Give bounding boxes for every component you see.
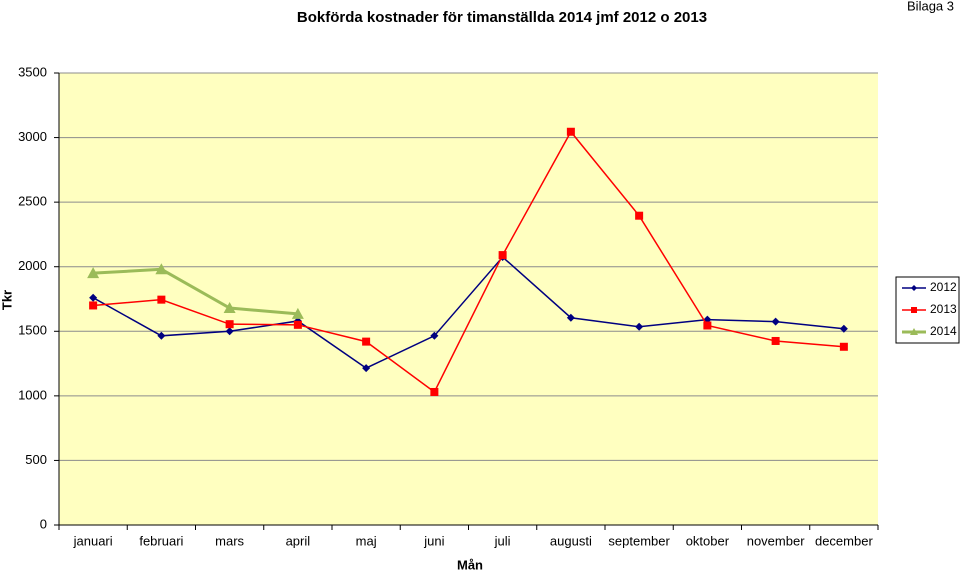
x-tick-label: januari [73,533,113,548]
legend-marker [910,328,918,335]
data-point [566,127,575,136]
data-point [157,331,166,340]
data-point [293,320,302,329]
x-tick-label: juni [423,533,444,548]
data-point [87,267,100,279]
legend-marker [911,307,917,313]
data-point [635,211,644,220]
data-point [839,342,848,351]
y-tick-label: 3500 [18,64,47,79]
x-tick-label: augusti [550,533,592,548]
data-point [89,301,98,310]
y-tick-label: 1500 [18,323,47,338]
y-tick-label: 1000 [18,387,47,402]
plot-area [59,73,878,525]
data-point [223,302,236,314]
data-point [703,321,712,330]
x-axis-label: Mån [457,557,483,572]
y-axis-label: Tkr [0,290,14,310]
data-point [839,324,848,333]
x-tick-label: juli [494,533,511,548]
annotation: Bilaga 3 [907,0,954,13]
y-tick-label: 2000 [18,258,47,273]
data-point [225,327,234,336]
x-tick-label: september [608,533,670,548]
data-point [430,331,439,340]
data-point [771,317,780,326]
x-tick-label: oktober [686,533,730,548]
series-line [93,130,844,394]
data-point [362,337,371,346]
data-point [157,295,166,304]
legend-label: 2014 [930,324,957,338]
data-point [225,320,234,329]
data-point [771,336,780,345]
x-tick-label: mars [215,533,244,548]
legend-marker [911,285,917,291]
x-tick-label: april [286,533,311,548]
data-point [498,251,507,260]
x-tick-label: maj [356,533,377,548]
chart-title: Bokförda kostnader för timanställda 2014… [297,9,707,26]
legend-label: 2012 [930,280,957,294]
x-tick-label: november [747,533,805,548]
data-point [155,263,168,275]
x-tick-label: februari [139,533,183,548]
data-point [291,307,304,319]
data-point [362,364,371,373]
x-tick-label: december [815,533,873,548]
y-tick-label: 3000 [18,129,47,144]
data-point [566,313,575,322]
data-point [89,293,98,302]
y-tick-label: 0 [40,516,47,531]
data-point [430,387,439,396]
y-tick-label: 2500 [18,194,47,209]
series-line [92,255,844,369]
series-line [93,267,299,316]
legend-label: 2013 [930,302,957,316]
data-point [635,322,644,331]
y-tick-label: 500 [25,452,47,467]
